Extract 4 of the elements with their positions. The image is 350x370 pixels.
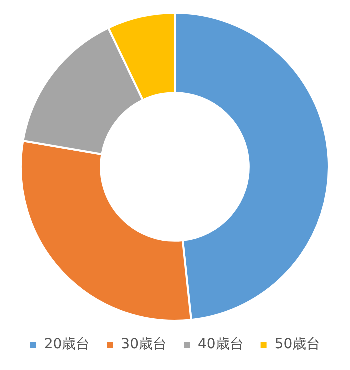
legend-label: 50歳台 (274, 336, 321, 353)
legend-label: 20歳台 (44, 336, 90, 353)
legend-label: 30歳台 (121, 336, 168, 353)
legend-label: 40歳台 (198, 336, 244, 353)
